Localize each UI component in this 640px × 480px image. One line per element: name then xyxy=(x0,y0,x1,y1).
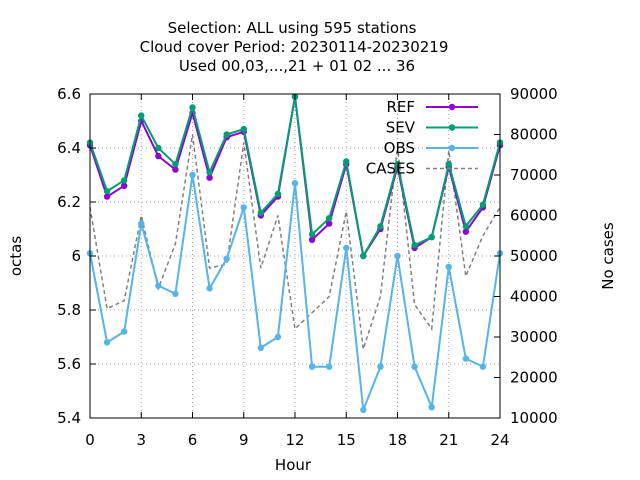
x-tick-label: 15 xyxy=(337,431,356,449)
data-point-obs xyxy=(479,363,487,370)
legend-label-sev: SEV xyxy=(386,119,416,137)
data-point-ref xyxy=(103,193,111,200)
x-tick-label: 12 xyxy=(285,431,304,449)
data-point-obs xyxy=(172,290,179,297)
grid-lines xyxy=(90,94,500,418)
x-tick-label: 24 xyxy=(490,431,509,449)
x-tick-label: 3 xyxy=(136,431,146,449)
data-point-sev xyxy=(308,231,316,238)
y-tick-label: 6.6 xyxy=(57,85,81,103)
y-tick-label: 5.4 xyxy=(57,409,81,427)
data-point-sev xyxy=(189,104,196,111)
x-tick-label: 0 xyxy=(85,431,95,449)
legend-marker-obs xyxy=(448,144,456,152)
y2-tick-label: 10000 xyxy=(510,409,558,427)
data-point-sev xyxy=(394,161,401,168)
legend-label-obs: OBS xyxy=(384,139,415,157)
data-point-sev xyxy=(462,223,470,230)
data-point-sev xyxy=(223,131,230,138)
data-point-obs xyxy=(428,404,435,411)
data-point-obs xyxy=(257,344,265,351)
data-point-ref xyxy=(462,228,470,235)
data-point-obs xyxy=(240,204,247,211)
y2-tick-label: 60000 xyxy=(510,207,558,225)
data-point-obs xyxy=(445,263,452,270)
data-point-obs xyxy=(308,363,316,370)
data-point-sev xyxy=(172,161,179,168)
series-line-ref xyxy=(89,96,501,259)
data-point-sev xyxy=(360,252,367,260)
y2-tick-label: 30000 xyxy=(510,328,558,346)
y-axis-label: octas xyxy=(7,236,25,276)
y2-tick-label: 70000 xyxy=(510,166,558,184)
y-tick-label: 5.6 xyxy=(57,355,81,373)
chart-title-line-3: Used 00,03,...,21 + 01 02 ... 36 xyxy=(179,57,415,75)
data-point-obs xyxy=(274,333,282,341)
data-point-obs xyxy=(411,363,418,370)
data-point-obs xyxy=(343,244,350,252)
x-tick-label: 18 xyxy=(388,431,407,449)
data-point-ref xyxy=(120,182,128,189)
y-tick-label: 6.2 xyxy=(57,193,81,211)
series-layer xyxy=(86,93,504,414)
y2-tick-label: 40000 xyxy=(510,288,558,306)
data-point-sev xyxy=(103,188,111,195)
data-point-obs xyxy=(291,179,299,187)
data-point-obs xyxy=(377,363,384,370)
y2-tick-label: 50000 xyxy=(510,247,558,265)
y2-axis-label: No cases xyxy=(599,222,617,290)
data-point-sev xyxy=(428,233,435,241)
data-point-obs xyxy=(189,171,196,179)
axis-ticks: 0 3 6 9 12 15 18 21 24 5.4 5.6 5.8 6 6.2 6.4 6.6 10000 20… xyxy=(57,85,558,449)
data-point-ref xyxy=(308,236,316,243)
data-point-obs xyxy=(462,355,470,362)
y-tick-label: 6 xyxy=(71,247,81,265)
y2-tick-label: 80000 xyxy=(510,126,558,144)
chart-title-line-2: Cloud cover Period: 20230114-20230219 xyxy=(140,38,449,56)
data-point-sev xyxy=(479,201,487,208)
x-tick-label: 9 xyxy=(239,431,249,449)
data-point-ref xyxy=(206,174,213,181)
data-point-obs xyxy=(103,339,111,346)
chart-title-line-1: Selection: ALL using 595 stations xyxy=(168,19,417,37)
y2-tick-label: 90000 xyxy=(510,85,558,103)
data-point-sev xyxy=(274,190,282,198)
x-axis-label: Hour xyxy=(275,456,312,474)
legend-marker-ref xyxy=(448,103,456,111)
data-point-sev xyxy=(206,169,213,176)
data-point-sev xyxy=(325,215,333,222)
x-tick-label: 6 xyxy=(188,431,198,449)
data-point-sev xyxy=(377,223,384,230)
data-point-obs xyxy=(325,363,333,370)
data-point-ref xyxy=(172,166,179,173)
y-tick-label: 5.8 xyxy=(57,301,81,319)
data-point-sev xyxy=(120,177,128,184)
data-point-obs xyxy=(120,328,128,335)
series-line-sev xyxy=(89,96,501,259)
y2-tick-label: 20000 xyxy=(510,369,558,387)
data-point-sev xyxy=(240,125,247,133)
legend-label-ref: REF xyxy=(386,98,415,116)
y-tick-label: 6.4 xyxy=(57,139,81,157)
legend-marker-sev xyxy=(448,124,456,131)
data-point-obs xyxy=(394,252,401,260)
legend: REF SEV OBS CASES xyxy=(366,98,478,178)
x-tick-label: 21 xyxy=(439,431,458,449)
data-point-obs xyxy=(138,220,145,227)
data-point-sev xyxy=(257,209,265,216)
data-point-obs xyxy=(360,406,367,414)
data-point-obs xyxy=(206,285,213,292)
data-point-sev xyxy=(445,161,452,168)
legend-label-cases: CASES xyxy=(366,160,415,178)
data-point-ref xyxy=(325,220,333,227)
data-point-sev xyxy=(411,242,418,249)
data-point-ref xyxy=(155,152,162,160)
data-point-sev xyxy=(138,112,145,119)
data-point-sev xyxy=(343,158,350,165)
data-point-obs xyxy=(155,282,162,289)
data-point-sev xyxy=(155,144,162,152)
data-point-obs xyxy=(223,255,230,262)
